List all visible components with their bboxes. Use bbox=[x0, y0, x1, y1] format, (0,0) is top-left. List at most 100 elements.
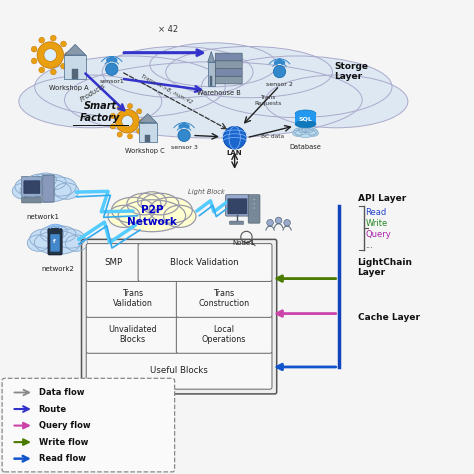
Circle shape bbox=[37, 42, 64, 68]
Circle shape bbox=[110, 113, 116, 118]
Bar bbox=[72, 69, 78, 79]
Text: Trans: A->B, num:42: Trans: A->B, num:42 bbox=[139, 74, 192, 105]
FancyBboxPatch shape bbox=[229, 221, 244, 225]
Text: Workshop A: Workshop A bbox=[49, 85, 89, 91]
Text: Block Validation: Block Validation bbox=[170, 258, 239, 267]
FancyBboxPatch shape bbox=[50, 234, 60, 252]
Ellipse shape bbox=[20, 179, 71, 202]
Ellipse shape bbox=[111, 197, 155, 223]
Text: Node1: Node1 bbox=[233, 240, 255, 246]
Text: Read: Read bbox=[365, 208, 387, 217]
Ellipse shape bbox=[164, 205, 196, 228]
Text: network2: network2 bbox=[41, 266, 74, 272]
Ellipse shape bbox=[298, 127, 308, 133]
Ellipse shape bbox=[108, 205, 140, 228]
Text: Cache Layer: Cache Layer bbox=[357, 313, 419, 322]
Text: SQL: SQL bbox=[299, 116, 312, 121]
Text: Smart
Factory: Smart Factory bbox=[80, 101, 120, 123]
Circle shape bbox=[284, 219, 291, 226]
Ellipse shape bbox=[30, 229, 59, 248]
Text: Warehouse B: Warehouse B bbox=[197, 90, 241, 96]
Text: Trans
Requests: Trans Requests bbox=[254, 95, 282, 106]
Circle shape bbox=[110, 124, 116, 129]
Polygon shape bbox=[64, 45, 86, 55]
Ellipse shape bbox=[44, 177, 76, 196]
Circle shape bbox=[50, 35, 56, 41]
FancyBboxPatch shape bbox=[226, 195, 249, 216]
Circle shape bbox=[137, 109, 142, 114]
Circle shape bbox=[39, 67, 45, 73]
FancyBboxPatch shape bbox=[215, 68, 242, 76]
Ellipse shape bbox=[27, 235, 49, 251]
Polygon shape bbox=[139, 114, 156, 123]
Ellipse shape bbox=[27, 174, 53, 190]
Ellipse shape bbox=[295, 110, 316, 117]
Circle shape bbox=[277, 58, 283, 64]
FancyBboxPatch shape bbox=[24, 181, 40, 193]
Circle shape bbox=[267, 219, 273, 226]
Text: SMP: SMP bbox=[105, 258, 123, 267]
Text: Trans
Construction: Trans Construction bbox=[198, 289, 249, 308]
Ellipse shape bbox=[201, 56, 392, 118]
Text: Database: Database bbox=[290, 144, 321, 150]
Text: Write: Write bbox=[365, 219, 388, 228]
Ellipse shape bbox=[302, 127, 313, 133]
FancyBboxPatch shape bbox=[215, 53, 242, 61]
Ellipse shape bbox=[118, 200, 186, 232]
Circle shape bbox=[178, 129, 190, 142]
Circle shape bbox=[253, 199, 255, 200]
Ellipse shape bbox=[301, 127, 310, 131]
Circle shape bbox=[64, 52, 71, 58]
Text: LAN: LAN bbox=[227, 150, 242, 156]
Ellipse shape bbox=[150, 43, 277, 87]
Ellipse shape bbox=[15, 177, 47, 196]
FancyBboxPatch shape bbox=[86, 244, 140, 282]
Ellipse shape bbox=[293, 128, 306, 135]
Ellipse shape bbox=[64, 62, 362, 138]
FancyBboxPatch shape bbox=[86, 351, 272, 389]
FancyBboxPatch shape bbox=[176, 280, 272, 318]
Circle shape bbox=[106, 58, 111, 63]
Circle shape bbox=[106, 63, 118, 75]
Circle shape bbox=[113, 58, 118, 63]
Bar bbox=[145, 135, 150, 143]
FancyBboxPatch shape bbox=[248, 195, 260, 223]
Text: Workshop C: Workshop C bbox=[125, 148, 165, 154]
Ellipse shape bbox=[265, 75, 408, 128]
Ellipse shape bbox=[50, 226, 76, 242]
Circle shape bbox=[185, 124, 190, 129]
Circle shape bbox=[109, 56, 115, 62]
Ellipse shape bbox=[35, 56, 225, 118]
Text: sensor 3: sensor 3 bbox=[171, 145, 198, 150]
Polygon shape bbox=[139, 123, 156, 143]
Circle shape bbox=[39, 37, 45, 43]
Circle shape bbox=[61, 63, 66, 69]
FancyBboxPatch shape bbox=[215, 76, 242, 84]
Ellipse shape bbox=[55, 229, 85, 248]
FancyBboxPatch shape bbox=[138, 244, 272, 282]
Text: Storge
Layer: Storge Layer bbox=[334, 62, 368, 81]
Circle shape bbox=[281, 60, 285, 65]
Circle shape bbox=[116, 109, 139, 133]
Text: Route: Route bbox=[38, 404, 67, 413]
Ellipse shape bbox=[35, 173, 56, 187]
Circle shape bbox=[44, 49, 57, 62]
Ellipse shape bbox=[309, 130, 319, 136]
Circle shape bbox=[50, 69, 56, 75]
Ellipse shape bbox=[40, 226, 64, 242]
Circle shape bbox=[31, 46, 37, 52]
Circle shape bbox=[31, 58, 37, 64]
Bar bbox=[295, 114, 316, 124]
Text: BC data: BC data bbox=[261, 134, 284, 139]
Ellipse shape bbox=[19, 75, 162, 128]
Text: Useful Blocks: Useful Blocks bbox=[150, 366, 208, 375]
Ellipse shape bbox=[65, 235, 88, 251]
Ellipse shape bbox=[47, 225, 67, 238]
Ellipse shape bbox=[55, 183, 79, 199]
FancyBboxPatch shape bbox=[21, 176, 41, 196]
Polygon shape bbox=[208, 52, 215, 62]
FancyBboxPatch shape bbox=[82, 239, 277, 394]
Text: Read flow: Read flow bbox=[38, 454, 85, 463]
FancyBboxPatch shape bbox=[86, 316, 178, 353]
Text: sensor1: sensor1 bbox=[100, 80, 124, 84]
